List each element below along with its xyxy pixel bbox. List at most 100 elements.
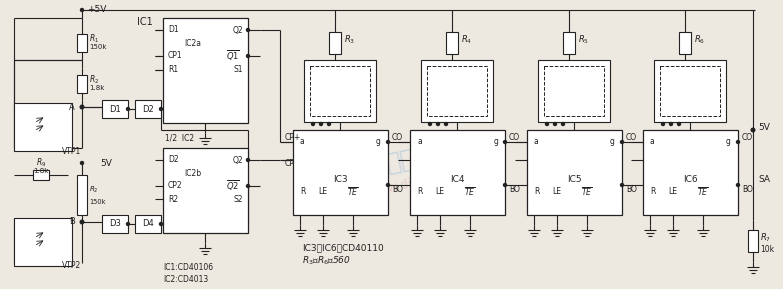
Text: 150k: 150k [89, 44, 106, 50]
Text: IC1:CD40106: IC1:CD40106 [163, 264, 213, 273]
Text: S1: S1 [233, 66, 243, 75]
Text: IC1: IC1 [137, 17, 153, 27]
Bar [135, 100, 161, 118]
Circle shape [737, 140, 739, 144]
Text: IC3～IC6：CD40110: IC3～IC6：CD40110 [302, 244, 384, 253]
Text: www.diy-circuit.com: www.diy-circuit.com [367, 160, 493, 199]
Bar [14, 218, 72, 266]
Text: $R_5$: $R_5$ [578, 34, 589, 46]
Text: g: g [493, 138, 498, 147]
Circle shape [247, 29, 250, 32]
Circle shape [327, 123, 330, 125]
Text: $R_4$: $R_4$ [461, 34, 472, 46]
Text: $\overline{TE}$: $\overline{TE}$ [698, 186, 709, 198]
Text: $\overline{Q2}$: $\overline{Q2}$ [226, 179, 240, 194]
Text: BO: BO [509, 186, 520, 194]
Bar [538, 60, 610, 122]
Text: 1.8k: 1.8k [34, 168, 49, 174]
Bar [748, 230, 758, 252]
Circle shape [312, 123, 315, 125]
Text: $R_6$: $R_6$ [694, 34, 705, 46]
Text: BO: BO [742, 186, 753, 194]
Text: D1: D1 [109, 105, 121, 114]
Bar [102, 215, 128, 233]
Circle shape [247, 184, 250, 188]
Text: $R_3$: $R_3$ [344, 34, 355, 46]
Circle shape [669, 123, 673, 125]
Circle shape [428, 123, 431, 125]
Text: IC5: IC5 [567, 175, 581, 184]
Text: 电子制作天地: 电子制作天地 [384, 134, 477, 176]
Circle shape [546, 123, 549, 125]
Text: A: A [69, 103, 75, 112]
Bar [304, 60, 376, 122]
Circle shape [387, 184, 389, 186]
Text: CP: CP [285, 160, 295, 168]
Text: $R_7$: $R_7$ [760, 232, 771, 244]
Text: g: g [610, 138, 615, 147]
Text: IC2:CD4013: IC2:CD4013 [163, 275, 208, 284]
Circle shape [247, 55, 250, 58]
Bar [77, 175, 87, 215]
Text: a: a [417, 138, 422, 147]
Text: VTP2: VTP2 [63, 262, 81, 271]
Text: R1: R1 [168, 66, 178, 75]
Text: $R_2$: $R_2$ [89, 185, 99, 195]
Bar [33, 170, 49, 180]
Circle shape [81, 8, 84, 12]
Text: 1.8k: 1.8k [89, 85, 104, 91]
Text: LE: LE [553, 188, 561, 197]
Circle shape [160, 223, 163, 225]
Text: D2: D2 [143, 105, 154, 114]
Circle shape [554, 123, 557, 125]
Text: CO: CO [626, 132, 637, 142]
Bar [427, 66, 487, 116]
Text: $\overline{Q1}$: $\overline{Q1}$ [226, 49, 240, 64]
Text: $\overline{TE}$: $\overline{TE}$ [581, 186, 593, 198]
Text: BO: BO [626, 186, 637, 194]
Text: a: a [300, 138, 305, 147]
Text: LE: LE [319, 188, 327, 197]
Bar [446, 32, 458, 54]
Bar [421, 60, 493, 122]
Text: R: R [417, 188, 422, 197]
Bar [163, 18, 248, 123]
Text: $\overline{TE}$: $\overline{TE}$ [464, 186, 476, 198]
Text: CP2: CP2 [168, 181, 182, 190]
Text: 5V: 5V [100, 158, 112, 168]
Text: $R_3$～$R_6$：560: $R_3$～$R_6$：560 [302, 255, 351, 267]
Text: SA: SA [758, 175, 770, 184]
Text: VTP1: VTP1 [63, 147, 81, 155]
Circle shape [319, 123, 323, 125]
Circle shape [503, 184, 507, 186]
Circle shape [620, 184, 623, 186]
Text: D4: D4 [143, 220, 154, 229]
Circle shape [247, 158, 250, 162]
Text: g: g [726, 138, 731, 147]
Bar [102, 100, 128, 118]
Circle shape [445, 123, 448, 125]
Circle shape [503, 140, 507, 144]
Bar [293, 130, 388, 215]
Text: LE: LE [669, 188, 677, 197]
Bar [14, 103, 72, 151]
Text: CP1: CP1 [168, 51, 182, 60]
Text: 5V: 5V [758, 123, 770, 132]
Text: BO: BO [392, 186, 403, 194]
Circle shape [677, 123, 680, 125]
Circle shape [127, 108, 129, 110]
Bar [527, 130, 622, 215]
Text: R: R [300, 188, 305, 197]
Circle shape [81, 162, 84, 164]
Text: 10k: 10k [760, 244, 774, 253]
Text: +5V: +5V [87, 5, 106, 14]
Circle shape [80, 220, 84, 224]
Bar [77, 75, 87, 93]
Text: D1: D1 [168, 25, 179, 34]
Text: D3: D3 [109, 220, 121, 229]
Text: $\overline{TE}$: $\overline{TE}$ [348, 186, 359, 198]
Text: Q2: Q2 [233, 25, 243, 34]
Text: S2: S2 [233, 194, 243, 203]
Text: D2: D2 [168, 155, 179, 164]
Bar [660, 66, 720, 116]
